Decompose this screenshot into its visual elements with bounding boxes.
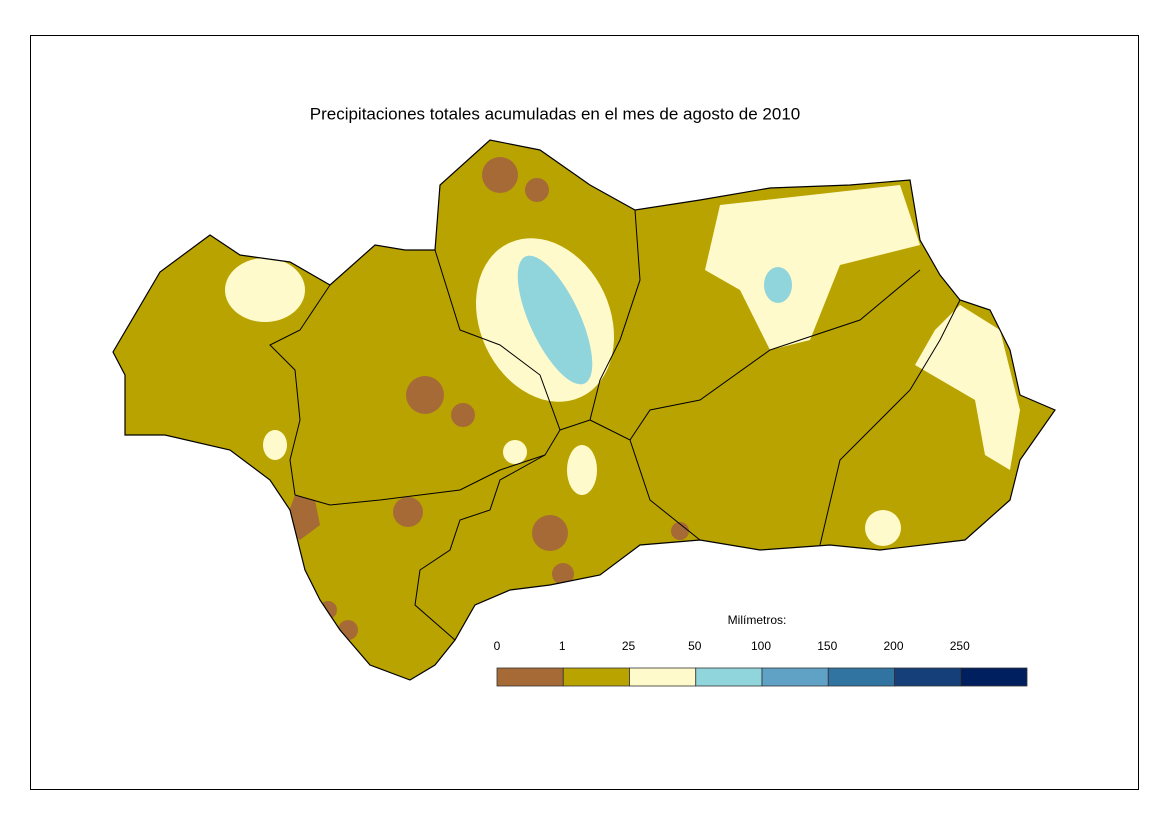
zone [482, 157, 518, 193]
legend-label: 200 [883, 639, 903, 653]
legend-label: 50 [688, 639, 702, 653]
map-title: Precipitaciones totales acumuladas en el… [310, 104, 800, 123]
region-outline [112, 139, 1056, 681]
border [629, 439, 701, 541]
legend-label: 1 [559, 639, 566, 653]
legend-label: 0 [494, 639, 501, 653]
zone [915, 305, 1020, 470]
legend-swatch [960, 667, 1028, 687]
zone [406, 376, 444, 414]
legend-label: 25 [622, 639, 636, 653]
zone [263, 430, 287, 460]
zone [525, 178, 549, 202]
zone [451, 403, 475, 427]
legend-swatch [894, 667, 962, 687]
zone [393, 497, 423, 527]
border [294, 249, 561, 506]
zone [225, 258, 305, 322]
legend-label: 150 [817, 639, 837, 653]
border [819, 299, 961, 546]
zone [865, 510, 901, 546]
legend: 0 1 25 50 100 150 200 250 [494, 639, 1028, 687]
legend-swatch [496, 667, 564, 687]
legend-swatch [629, 667, 697, 687]
legend-label: 100 [751, 639, 771, 653]
zone [567, 445, 597, 495]
zone [764, 267, 792, 303]
zone [552, 563, 574, 585]
legend-swatch [562, 667, 630, 687]
zone [671, 522, 689, 540]
legend-title: Milímetros: [728, 613, 787, 627]
province-borders [269, 209, 961, 641]
zone [517, 255, 593, 385]
legend-swatch [761, 667, 829, 687]
border [269, 284, 331, 496]
zone [532, 515, 568, 551]
legend-swatch [695, 667, 763, 687]
border [559, 209, 641, 431]
legend-label: 250 [950, 639, 970, 653]
zone [705, 185, 920, 350]
legend-swatch [827, 667, 895, 687]
border [414, 454, 546, 641]
zone [503, 440, 527, 464]
